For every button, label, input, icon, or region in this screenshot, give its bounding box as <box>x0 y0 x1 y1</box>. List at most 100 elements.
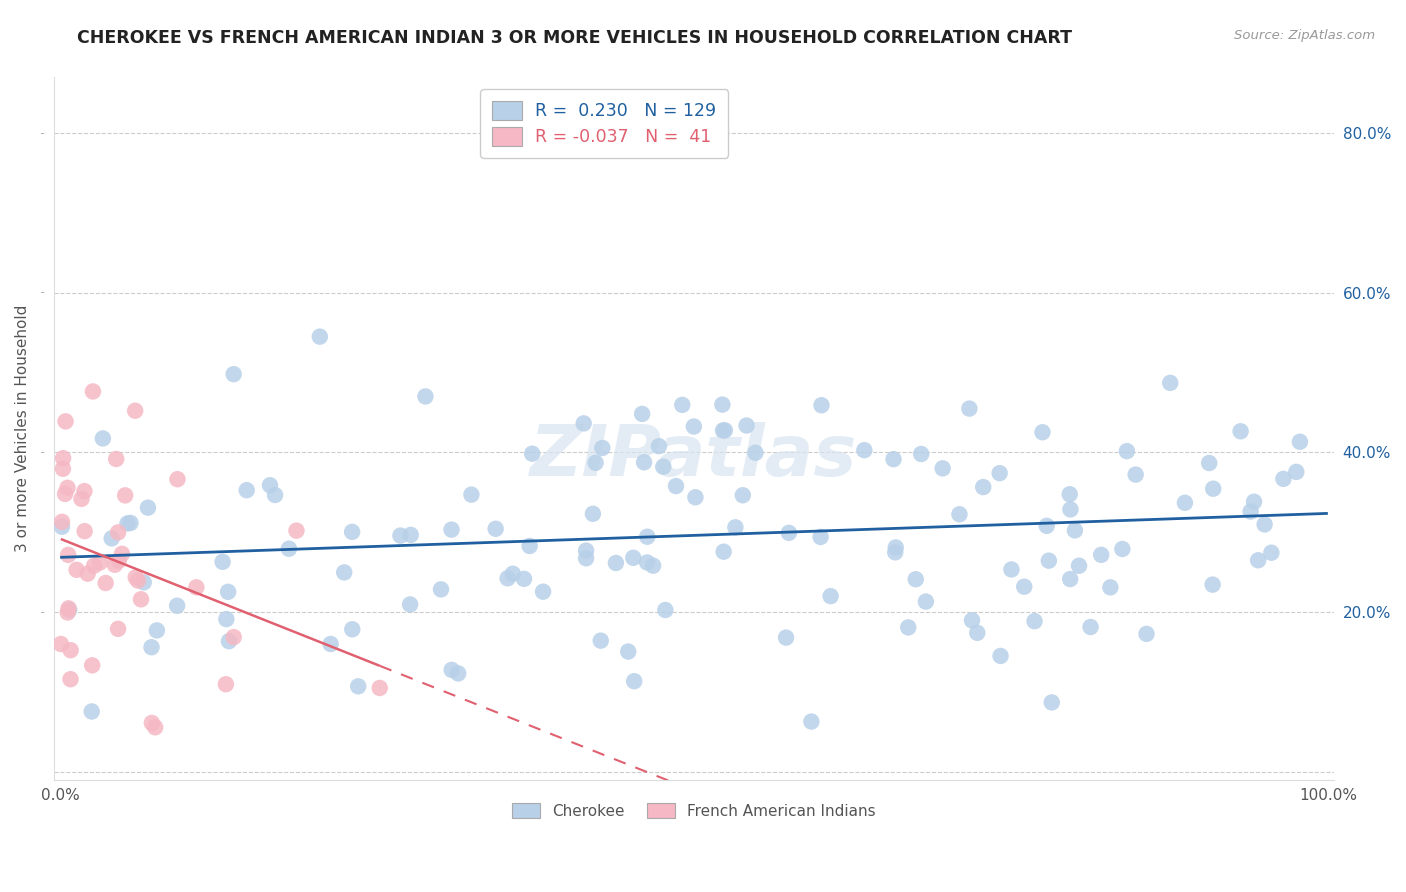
Point <box>308 329 330 343</box>
Point <box>1031 425 1053 440</box>
Point <box>652 459 675 474</box>
Point <box>125 570 148 584</box>
Point <box>631 407 654 421</box>
Point <box>572 417 595 431</box>
Point <box>218 634 240 648</box>
Point <box>1240 504 1263 518</box>
Point <box>1174 496 1197 510</box>
Point <box>1090 548 1112 562</box>
Point <box>1201 577 1223 591</box>
Point <box>1059 502 1081 516</box>
Point <box>146 624 169 638</box>
Point <box>70 491 93 506</box>
Point <box>904 572 927 586</box>
Point <box>1111 541 1133 556</box>
Point <box>136 500 159 515</box>
Point <box>59 672 82 686</box>
Point <box>111 547 134 561</box>
Point <box>1285 465 1308 479</box>
Point <box>519 539 541 553</box>
Point <box>58 548 80 562</box>
Point <box>120 516 142 530</box>
Point <box>591 441 613 455</box>
Point <box>513 572 536 586</box>
Point <box>1289 434 1312 449</box>
Point <box>1080 620 1102 634</box>
Point <box>648 439 671 453</box>
Point <box>430 582 453 597</box>
Point <box>1247 553 1270 567</box>
Point <box>73 484 96 499</box>
Point <box>1040 695 1063 709</box>
Point <box>53 487 76 501</box>
Point <box>1099 580 1122 594</box>
Point <box>440 663 463 677</box>
Point <box>215 677 238 691</box>
Point <box>778 525 800 540</box>
Point <box>91 432 114 446</box>
Point <box>259 478 281 492</box>
Point <box>76 566 98 581</box>
Point <box>399 528 422 542</box>
Point <box>132 575 155 590</box>
Point <box>49 637 72 651</box>
Point <box>931 461 953 475</box>
Point <box>277 541 299 556</box>
Point <box>621 550 644 565</box>
Point <box>714 423 737 437</box>
Point <box>217 584 239 599</box>
Point <box>972 480 994 494</box>
Point <box>319 637 342 651</box>
Point <box>897 620 920 634</box>
Point <box>55 414 77 428</box>
Point <box>1012 580 1035 594</box>
Point <box>884 545 907 559</box>
Y-axis label: 3 or more Vehicles in Household: 3 or more Vehicles in Household <box>15 305 30 552</box>
Point <box>990 648 1012 663</box>
Point <box>960 613 983 627</box>
Point <box>810 398 832 412</box>
Point <box>582 507 605 521</box>
Point <box>59 643 82 657</box>
Point <box>589 633 612 648</box>
Point <box>1260 546 1282 560</box>
Point <box>884 541 907 555</box>
Point <box>52 451 75 466</box>
Point <box>1229 424 1251 438</box>
Point <box>186 580 208 594</box>
Point <box>347 679 370 693</box>
Point <box>1198 456 1220 470</box>
Point <box>51 515 73 529</box>
Point <box>56 481 79 495</box>
Point <box>222 630 245 644</box>
Point <box>166 599 188 613</box>
Point <box>1000 562 1022 576</box>
Point <box>235 483 257 498</box>
Point <box>485 522 508 536</box>
Point <box>636 556 658 570</box>
Point <box>80 705 103 719</box>
Point <box>143 720 166 734</box>
Point <box>107 622 129 636</box>
Point <box>211 555 233 569</box>
Point <box>215 612 238 626</box>
Point <box>141 640 163 655</box>
Point <box>89 556 111 570</box>
Point <box>502 566 524 581</box>
Point <box>83 558 105 573</box>
Point <box>685 490 707 504</box>
Point <box>73 524 96 538</box>
Point <box>665 479 688 493</box>
Point <box>744 446 766 460</box>
Point <box>117 516 139 531</box>
Point <box>82 384 104 399</box>
Text: Source: ZipAtlas.com: Source: ZipAtlas.com <box>1234 29 1375 42</box>
Point <box>104 558 127 572</box>
Point <box>440 523 463 537</box>
Point <box>1272 472 1295 486</box>
Point <box>105 452 128 467</box>
Point <box>1135 627 1157 641</box>
Point <box>605 556 627 570</box>
Point <box>127 574 149 588</box>
Point <box>575 551 598 566</box>
